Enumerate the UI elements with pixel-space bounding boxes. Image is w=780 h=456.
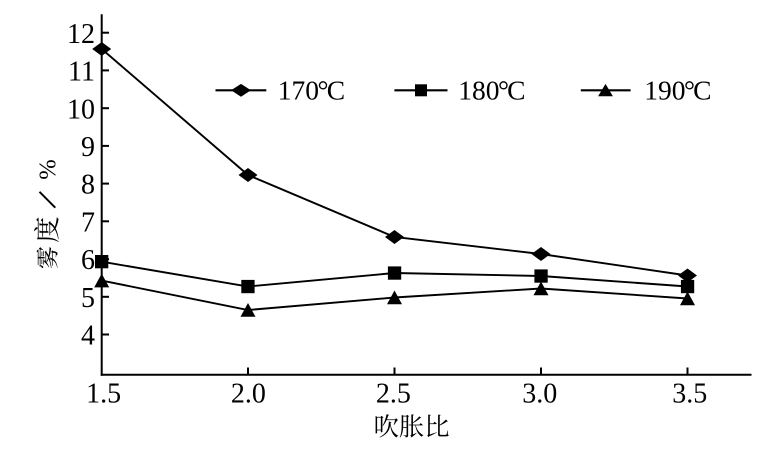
svg-text:3.5: 3.5 — [672, 378, 707, 409]
svg-text:3.0: 3.0 — [522, 378, 557, 409]
svg-text:180°C: 180°C — [458, 75, 525, 106]
svg-text:4: 4 — [81, 321, 95, 352]
svg-text:7: 7 — [81, 207, 95, 238]
svg-text:2.0: 2.0 — [231, 378, 266, 409]
svg-text:5: 5 — [81, 283, 95, 314]
svg-text:6: 6 — [81, 245, 95, 276]
svg-text:11: 11 — [68, 57, 95, 88]
svg-text:1.5: 1.5 — [86, 378, 121, 409]
svg-text:190°C: 190°C — [644, 75, 711, 106]
svg-text:10: 10 — [67, 94, 95, 125]
svg-text:%: % — [34, 159, 61, 179]
svg-text:170°C: 170°C — [278, 75, 345, 106]
svg-text:8: 8 — [81, 170, 95, 201]
svg-text:9: 9 — [81, 132, 95, 163]
svg-text:2.5: 2.5 — [376, 378, 411, 409]
svg-text:12: 12 — [67, 19, 95, 50]
